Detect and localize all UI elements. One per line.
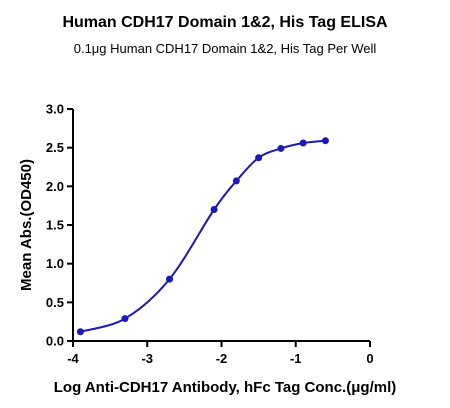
chart-subtitle: 0.1μg Human CDH17 Domain 1&2, His Tag Pe… (73, 41, 377, 56)
x-axis-ticks: -4 -3 -2 -1 0 (67, 341, 374, 366)
y-tick-label: 0.0 (46, 334, 64, 349)
x-tick-label: -3 (141, 351, 153, 366)
data-point (321, 137, 329, 145)
y-tick-label: 2.5 (46, 140, 64, 155)
y-axis-label: Mean Abs.(OD450) (18, 159, 35, 291)
x-axis-label: Log Anti-CDH17 Antibody, hFc Tag Conc.(μ… (54, 379, 396, 396)
y-axis-ticks: 0.0 0.5 1.0 1.5 2.0 2.5 3.0 (46, 102, 73, 349)
x-tick-label: -2 (216, 351, 228, 366)
x-tick-label: -4 (67, 351, 79, 366)
y-tick-label: 0.5 (46, 295, 64, 310)
data-point (166, 275, 174, 283)
data-point (232, 177, 240, 185)
y-tick-label: 3.0 (46, 102, 64, 117)
fitted-curve (80, 139, 326, 333)
data-point (121, 315, 129, 323)
data-point (299, 139, 307, 147)
data-point (76, 328, 84, 336)
y-tick-label: 1.0 (46, 256, 64, 271)
y-tick-label: 2.0 (46, 179, 64, 194)
x-tick-label: -1 (290, 351, 302, 366)
x-tick-label: 0 (366, 351, 373, 366)
data-point (277, 144, 285, 152)
chart-title: Human CDH17 Domain 1&2, His Tag ELISA (62, 14, 388, 31)
data-point (210, 206, 218, 214)
data-point (255, 154, 263, 162)
y-tick-label: 1.5 (46, 218, 64, 233)
data-points (76, 137, 329, 336)
